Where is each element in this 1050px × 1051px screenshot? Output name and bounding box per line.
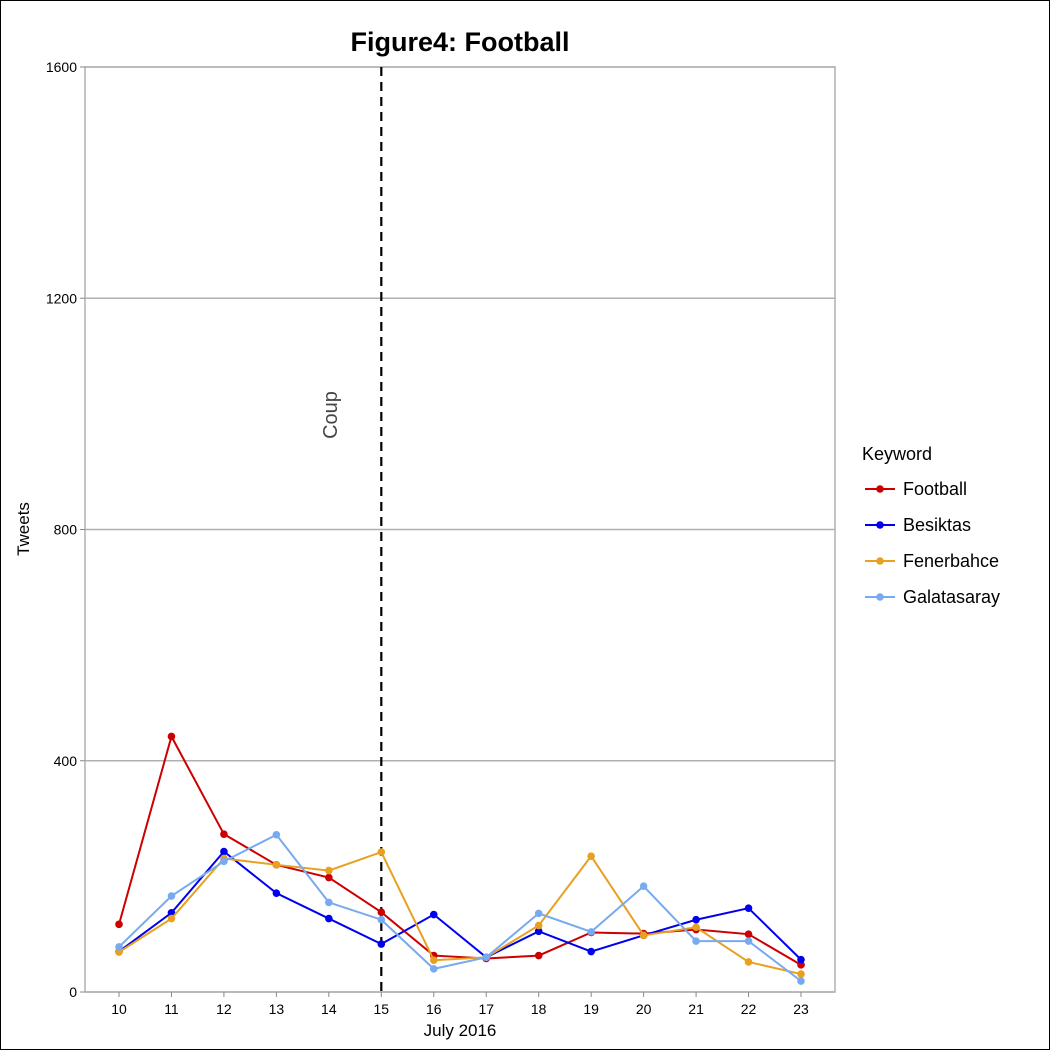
x-tick-label: 14 bbox=[321, 1001, 337, 1017]
data-point-fenerbahce bbox=[639, 931, 648, 940]
data-point-galatasaray bbox=[639, 882, 648, 891]
legend-label: Galatasaray bbox=[903, 587, 1000, 607]
data-point-fenerbahce bbox=[797, 970, 805, 978]
x-tick-label: 11 bbox=[164, 1001, 179, 1017]
data-point-besiktas bbox=[220, 847, 228, 856]
data-point-fenerbahce bbox=[744, 958, 753, 966]
legend-swatch-marker bbox=[876, 557, 884, 565]
legend-swatch-marker bbox=[876, 593, 884, 601]
legend-item-galatasaray: Galatasaray bbox=[865, 587, 1000, 607]
data-point-football bbox=[797, 961, 805, 969]
data-point-football bbox=[377, 908, 386, 917]
x-tick-label: 17 bbox=[478, 1001, 494, 1017]
data-point-galatasaray bbox=[429, 965, 438, 973]
legend-label: Besiktas bbox=[903, 515, 971, 535]
data-point-galatasaray bbox=[115, 943, 123, 951]
x-tick-label: 18 bbox=[531, 1001, 547, 1017]
x-tick-label: 13 bbox=[269, 1001, 285, 1017]
x-tick-label: 20 bbox=[636, 1001, 652, 1017]
data-point-galatasaray bbox=[744, 937, 753, 945]
chart-title: Figure4: Football bbox=[351, 27, 570, 57]
series-line-fenerbahce bbox=[118, 850, 802, 976]
y-axis-label: Tweets bbox=[14, 502, 33, 556]
data-point-fenerbahce bbox=[587, 852, 595, 860]
data-point-fenerbahce bbox=[692, 923, 700, 932]
legend: Keyword Football Besiktas Fenerbahce Galata… bbox=[862, 444, 1000, 607]
data-point-fenerbahce bbox=[115, 948, 123, 956]
y-tick-label: 1600 bbox=[46, 59, 77, 75]
series-line-besiktas bbox=[118, 850, 802, 961]
data-point-galatasaray bbox=[167, 892, 176, 900]
x-tick-label: 21 bbox=[688, 1001, 704, 1017]
data-point-galatasaray bbox=[482, 953, 491, 962]
data-point-football bbox=[167, 732, 176, 741]
x-tick-label: 15 bbox=[374, 1001, 390, 1017]
gridlines bbox=[85, 66, 835, 993]
data-point-besiktas bbox=[272, 889, 281, 897]
data-point-fenerbahce bbox=[167, 914, 176, 923]
legend-title: Keyword bbox=[862, 444, 932, 464]
event-label: Coup bbox=[320, 391, 342, 439]
data-point-galatasaray bbox=[797, 977, 805, 985]
y-tick-label: 400 bbox=[54, 753, 78, 769]
x-tick-label: 10 bbox=[111, 1001, 127, 1017]
data-point-football bbox=[325, 873, 333, 882]
data-point-besiktas bbox=[429, 910, 438, 919]
data-point-besiktas bbox=[587, 947, 595, 956]
data-point-besiktas bbox=[325, 914, 333, 923]
y-axis: 0 400 800 1200 1600 bbox=[46, 59, 85, 1000]
legend-label: Football bbox=[903, 479, 967, 499]
data-point-galatasaray bbox=[325, 898, 333, 907]
data-point-galatasaray bbox=[692, 937, 700, 945]
x-tick-label: 12 bbox=[216, 1001, 232, 1017]
data-point-galatasaray bbox=[220, 857, 228, 866]
data-point-besiktas bbox=[167, 908, 176, 917]
data-point-fenerbahce bbox=[377, 848, 386, 856]
annotation-layer: Coup bbox=[320, 67, 383, 992]
data-point-galatasaray bbox=[272, 830, 281, 839]
x-axis-label: July 2016 bbox=[424, 1021, 497, 1040]
legend-item-football: Football bbox=[865, 479, 967, 499]
series-layer bbox=[115, 732, 805, 985]
data-point-fenerbahce bbox=[325, 866, 333, 875]
data-point-galatasaray bbox=[587, 928, 595, 936]
series-line-galatasaray bbox=[118, 833, 802, 982]
legend-swatch-marker bbox=[876, 521, 884, 529]
legend-item-besiktas: Besiktas bbox=[865, 515, 971, 535]
y-tick-label: 0 bbox=[69, 984, 77, 1000]
x-tick-label: 19 bbox=[583, 1001, 599, 1017]
data-point-besiktas bbox=[377, 940, 386, 948]
y-tick-label: 1200 bbox=[46, 290, 77, 306]
data-point-fenerbahce bbox=[429, 956, 438, 965]
data-point-fenerbahce bbox=[272, 861, 281, 869]
data-point-besiktas bbox=[797, 955, 805, 964]
legend-swatch-marker bbox=[876, 485, 884, 493]
data-point-fenerbahce bbox=[534, 921, 543, 930]
data-point-besiktas bbox=[534, 927, 543, 936]
x-axis: 10 11 12 13 14 15 16 17 18 19 20 21 22 23 bbox=[111, 992, 809, 1017]
series-line-football bbox=[118, 733, 802, 966]
data-point-galatasaray bbox=[534, 909, 543, 918]
data-point-football bbox=[534, 951, 543, 960]
x-tick-label: 23 bbox=[793, 1001, 809, 1017]
x-tick-label: 16 bbox=[426, 1001, 442, 1017]
y-tick-label: 800 bbox=[54, 522, 78, 538]
data-point-football bbox=[220, 830, 228, 838]
data-point-football bbox=[744, 930, 753, 938]
data-point-football bbox=[115, 920, 123, 929]
data-point-besiktas bbox=[744, 904, 753, 912]
legend-item-fenerbahce: Fenerbahce bbox=[865, 551, 999, 571]
data-point-galatasaray bbox=[377, 915, 386, 924]
data-point-besiktas bbox=[692, 915, 700, 924]
x-tick-label: 22 bbox=[741, 1001, 757, 1017]
legend-label: Fenerbahce bbox=[903, 551, 999, 571]
